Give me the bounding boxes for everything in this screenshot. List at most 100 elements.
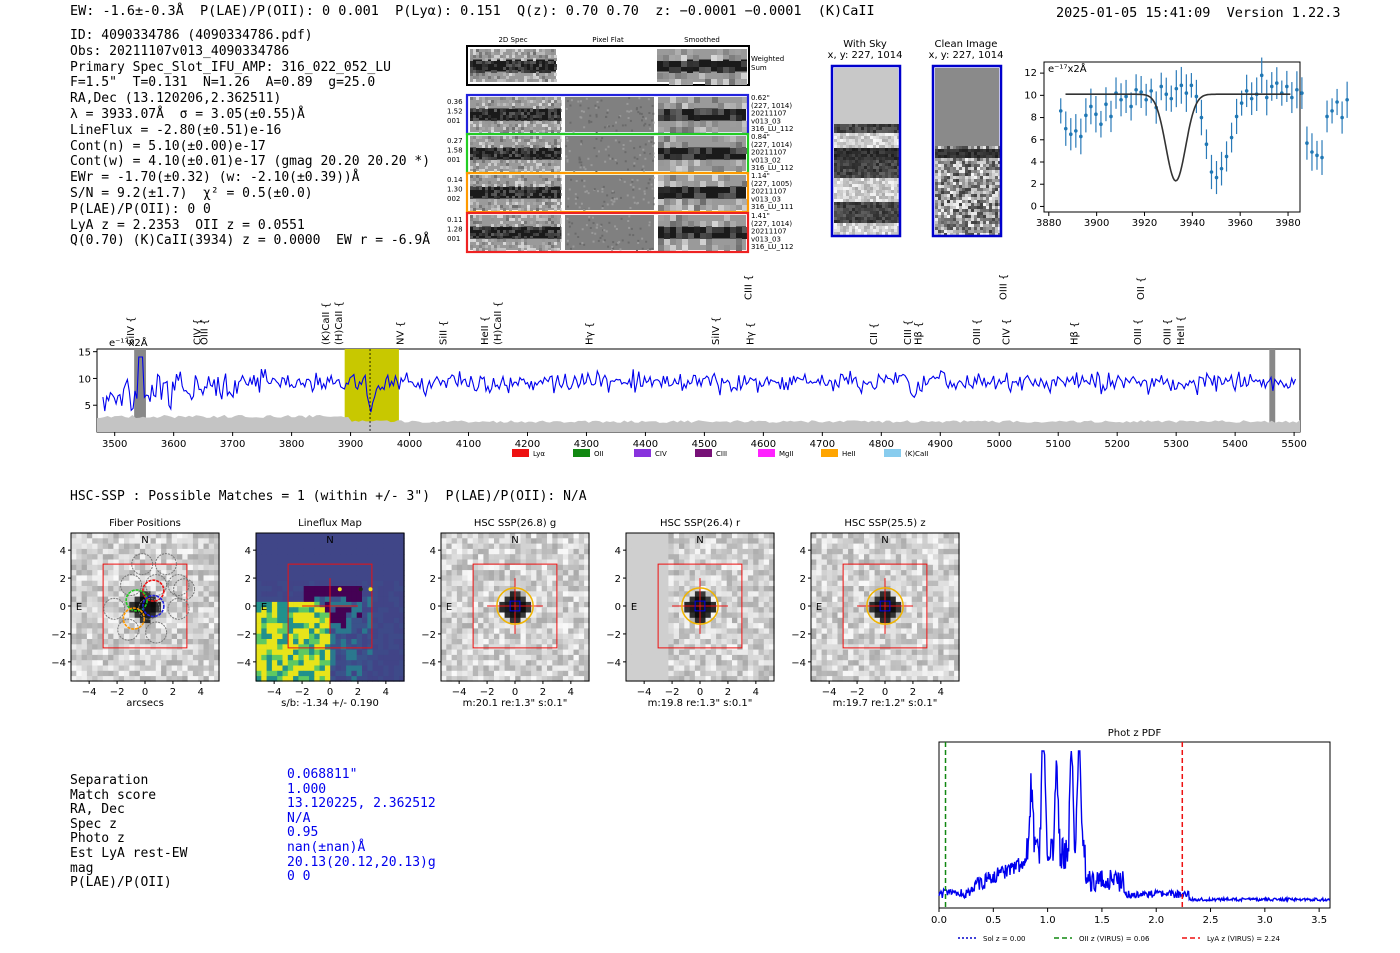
sky-panel-pixel xyxy=(879,130,882,133)
sky-panel-pixel xyxy=(894,166,897,169)
stamp-pixel xyxy=(470,187,473,190)
sky-panel-pixel xyxy=(846,229,849,232)
stamp-noise xyxy=(583,243,586,246)
stamp-pixel xyxy=(470,181,473,184)
stamp-pixel xyxy=(551,145,554,148)
stamp-pixel xyxy=(527,61,530,64)
sky-panel-pixel xyxy=(998,224,1001,227)
stamp-pixel xyxy=(694,148,700,154)
sky-panel-pixel xyxy=(855,229,858,232)
hsc-pixel xyxy=(340,633,347,640)
sky-panel-pixel xyxy=(956,173,959,176)
stamp-pixel xyxy=(548,236,551,239)
hsc-pixel xyxy=(330,575,336,581)
sky-panel-pixel xyxy=(956,161,959,164)
stamp-pixel xyxy=(551,109,554,112)
sky-panel-pixel xyxy=(888,127,891,130)
hsc-pixel xyxy=(155,564,162,571)
stamp-pixel xyxy=(536,142,539,145)
hsc-pixel xyxy=(198,570,204,576)
sky-panel-pixel xyxy=(959,191,962,194)
stamp-pixel xyxy=(545,163,548,166)
cutout-stamp xyxy=(470,136,563,172)
stamp-noise xyxy=(591,216,594,219)
sky-panel-pixel xyxy=(837,166,840,169)
hsc-pixel xyxy=(277,543,283,550)
stamp-pixel xyxy=(494,151,497,154)
hsc-pixel xyxy=(377,639,384,645)
sky-panel-pixel xyxy=(980,185,983,188)
stamp-pixel xyxy=(717,79,723,85)
hsc-pixel xyxy=(134,533,141,539)
sky-panel-pixel xyxy=(983,224,986,227)
stamp-pixel xyxy=(512,202,515,205)
sky-panel-pixel xyxy=(998,167,1001,170)
stamp-noise xyxy=(623,180,626,183)
stamp-pixel xyxy=(521,215,524,218)
sky-panel-pixel xyxy=(882,145,885,148)
hsc-pixel xyxy=(113,538,119,544)
hsc-pixel xyxy=(150,533,157,539)
hsc-pixel xyxy=(155,607,162,613)
hsc-pixel xyxy=(129,533,135,539)
sky-panel-pixel xyxy=(891,208,894,211)
fiber-row-meta: 0.62" xyxy=(751,94,770,102)
hsc-pixel xyxy=(282,670,289,677)
sky-panel-pixel xyxy=(950,161,953,164)
sky-panel-pixel xyxy=(879,208,882,211)
hsc-pixel xyxy=(182,628,188,634)
stamp-pixel xyxy=(485,239,488,242)
stamp-pixel xyxy=(539,115,542,118)
hsc-pixel xyxy=(314,617,320,624)
stamp-noise xyxy=(619,248,622,251)
cutout-stamp xyxy=(658,215,748,251)
stamp-pixel xyxy=(539,112,542,115)
sky-panel-pixel xyxy=(947,224,950,227)
hsc-pixel xyxy=(102,596,109,603)
hsc-pixel xyxy=(309,633,315,640)
zoom-unit-label: e⁻¹⁷x2Å xyxy=(1048,62,1087,75)
hsc-pixel xyxy=(399,564,405,571)
stamp-pixel xyxy=(491,70,494,73)
sky-panel-pixel xyxy=(834,133,837,136)
hsc-pixel xyxy=(166,649,172,656)
sky-panel-pixel xyxy=(852,211,855,214)
hsc-pixel xyxy=(330,660,336,666)
hsc-pixel xyxy=(187,548,194,555)
match-label: Est LyA rest-EW xyxy=(70,845,188,861)
hsc-pixel xyxy=(97,644,104,650)
sky-panel-pixel xyxy=(870,160,873,163)
sky-panel-pixel xyxy=(840,187,843,190)
hsc-pixel xyxy=(324,580,331,587)
stamp-pixel xyxy=(658,239,664,245)
stamp-pixel xyxy=(554,205,557,208)
stamp-noise xyxy=(600,223,603,226)
sky-panel-pixel xyxy=(870,163,873,166)
hsc-pixel xyxy=(377,628,384,634)
sky-panel-pixel xyxy=(834,202,837,205)
sky-panel-pixel xyxy=(870,205,873,208)
stamp-pixel xyxy=(500,239,503,242)
stamp-pixel xyxy=(524,239,527,242)
sky-panel-pixel xyxy=(864,169,867,172)
stamp-noise xyxy=(602,240,605,243)
stamp-noise xyxy=(641,247,644,250)
hsc-pixel xyxy=(282,660,289,666)
fiber-row-stat: 1.28 xyxy=(447,226,463,234)
stamp-pixel xyxy=(742,205,748,211)
stamp-pixel xyxy=(717,55,723,61)
stamp-pixel xyxy=(533,224,536,227)
sky-panel-pixel xyxy=(959,167,962,170)
stamp-pixel xyxy=(530,157,533,160)
sky-panel-pixel xyxy=(864,148,867,151)
hsc-pixel xyxy=(309,575,315,581)
hsc-pixel xyxy=(76,591,82,597)
stamp-pixel xyxy=(512,73,515,76)
stamp-pixel xyxy=(485,148,488,151)
stamp-pixel xyxy=(724,245,730,251)
hsc-pixel xyxy=(298,665,304,672)
stamp-noise xyxy=(615,228,618,231)
hsc-pixel xyxy=(362,639,368,645)
sky-panel-pixel xyxy=(876,181,879,184)
hsc-pixel xyxy=(97,633,104,640)
